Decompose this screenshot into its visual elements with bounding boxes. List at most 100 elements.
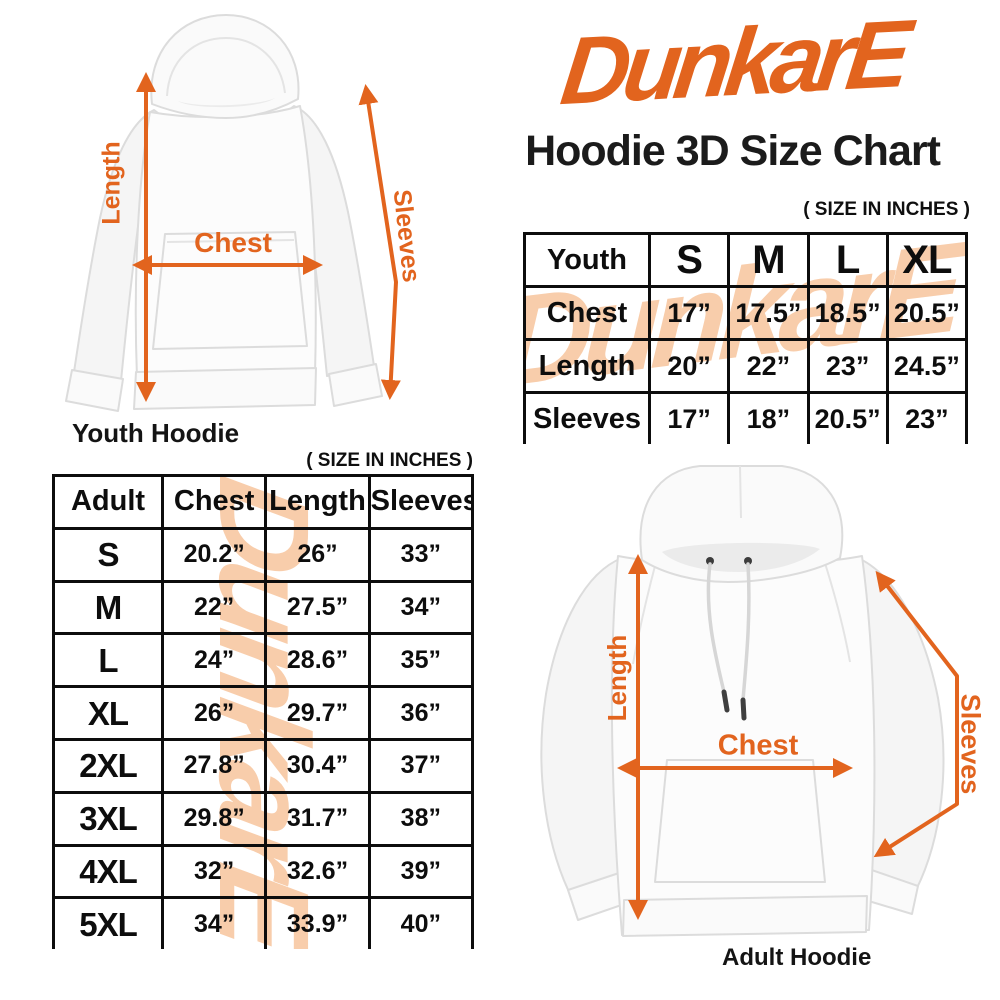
table-cell: 37” bbox=[367, 737, 474, 794]
youth-sleeves-arrow bbox=[358, 84, 401, 400]
table-cell: 17.5” bbox=[727, 285, 810, 341]
youth-pocket-seam bbox=[166, 239, 295, 243]
page-title: Hoodie 3D Size Chart bbox=[525, 127, 941, 175]
table-row: S 20.2” 26” 33” bbox=[52, 526, 474, 583]
table-cell: 39” bbox=[367, 843, 474, 900]
table-row: 4XL 32” 32.6” 39” bbox=[52, 843, 474, 900]
table-cell: 29.8” bbox=[160, 790, 268, 847]
table-row-label: 5XL bbox=[52, 896, 164, 949]
youth-hem-band bbox=[133, 367, 317, 410]
table-row: 5XL 34” 33.9” 40” bbox=[52, 896, 474, 949]
youth-size-table: Youth S M L XL Chest 17” 17.5” 18.5” 20.5” Length 2… bbox=[523, 232, 968, 444]
youth-hood-inner-seam bbox=[166, 36, 286, 97]
table-cell: 34” bbox=[367, 579, 474, 636]
adult-left-drawstring bbox=[706, 562, 726, 694]
table-row: 3XL 29.8” 31.7” 38” bbox=[52, 790, 474, 847]
table-cell: 24” bbox=[160, 632, 268, 689]
table-cell: 36” bbox=[367, 685, 474, 741]
table-header-cell: Adult bbox=[52, 474, 164, 530]
youth-collar-shadow bbox=[178, 98, 275, 108]
table-row: 2XL 27.8” 30.4” 37” bbox=[52, 737, 474, 794]
table-cell: 33” bbox=[367, 526, 474, 583]
youth-figure-caption: Youth Hoodie bbox=[72, 418, 240, 448]
table-row-label: 2XL bbox=[52, 737, 164, 794]
adult-hem-band bbox=[622, 895, 868, 937]
adult-left-grommet bbox=[706, 557, 714, 565]
adult-sleeves-arrow bbox=[873, 570, 959, 858]
table-cell: 26” bbox=[264, 526, 371, 583]
table-cell: 20.2” bbox=[160, 526, 268, 583]
table-row: Sleeves 17” 18” 20.5” 23” bbox=[523, 391, 968, 444]
table-row: Length 20” 22” 23” 24.5” bbox=[523, 338, 968, 394]
table-cell: 33.9” bbox=[264, 896, 371, 949]
table-header-cell: Chest bbox=[160, 474, 268, 530]
table-cell: 31.7” bbox=[264, 790, 371, 847]
table-cell: 32” bbox=[160, 843, 268, 900]
adult-sleeves-label: Sleeves bbox=[955, 693, 986, 795]
table-cell: 22” bbox=[727, 338, 810, 394]
table-row-label: M bbox=[52, 579, 164, 636]
adult-right-raglan-seam bbox=[823, 559, 851, 663]
table-cell: 29.7” bbox=[264, 685, 371, 741]
table-cell: 22” bbox=[160, 579, 268, 636]
adult-pocket bbox=[654, 759, 826, 883]
table-cell: 32.6” bbox=[264, 843, 371, 900]
table-cell: 17” bbox=[647, 285, 731, 341]
table-cell: 20.5” bbox=[885, 285, 968, 341]
table-row-label: XL bbox=[52, 685, 164, 741]
table-header-cell: Length bbox=[264, 474, 371, 530]
table-header-cell: Sleeves bbox=[367, 474, 474, 530]
table-row-label: 3XL bbox=[52, 790, 164, 847]
adult-hood-seam bbox=[739, 465, 742, 519]
table-row: XL 26” 29.7” 36” bbox=[52, 685, 474, 741]
table-row-label: 4XL bbox=[52, 843, 164, 900]
table-header-cell: XL bbox=[885, 232, 968, 288]
table-row: Chest 17” 17.5” 18.5” 20.5” bbox=[523, 285, 968, 341]
table-cell: 26” bbox=[160, 685, 268, 741]
table-cell: 17” bbox=[647, 391, 731, 444]
table-cell: 20.5” bbox=[806, 391, 889, 444]
youth-length-label: Length bbox=[97, 141, 126, 225]
table-cell: 18” bbox=[727, 391, 810, 444]
table-header-cell: Youth bbox=[523, 232, 651, 288]
adult-right-drawstring bbox=[741, 562, 751, 702]
adult-size-table: Adult Chest Length Sleeves S 20.2” 26” 33” M 22” 2… bbox=[52, 474, 474, 949]
adult-length-label: Length bbox=[602, 634, 632, 722]
table-cell: 28.6” bbox=[264, 632, 371, 689]
adult-figure-caption: Adult Hoodie bbox=[722, 944, 872, 971]
table-cell: 30.4” bbox=[264, 737, 371, 794]
adult-right-grommet bbox=[744, 557, 752, 565]
youth-hood bbox=[150, 14, 300, 119]
table-row-label: S bbox=[52, 526, 164, 583]
table-cell: 23” bbox=[806, 338, 889, 394]
table-cell: 27.8” bbox=[160, 737, 268, 794]
table-cell: 40” bbox=[367, 896, 474, 949]
table-cell: 24.5” bbox=[885, 338, 968, 394]
table-cell: 23” bbox=[885, 391, 968, 444]
youth-hoodie-illustration bbox=[65, 14, 383, 412]
table-row-label: Chest bbox=[523, 285, 651, 341]
adult-size-table-container: DunkarE Adult Chest Length Sleeves S 20.2” 26”… bbox=[52, 474, 474, 949]
table-row: L 24” 28.6” 35” bbox=[52, 632, 474, 689]
adult-chest-label: Chest bbox=[717, 729, 799, 762]
table-header-cell: M bbox=[727, 232, 810, 288]
table-header-row: Adult Chest Length Sleeves bbox=[52, 474, 474, 530]
table-row-label: L bbox=[52, 632, 164, 689]
adult-size-units-note: ( SIZE IN INCHES ) bbox=[306, 450, 473, 471]
table-row-label: Sleeves bbox=[523, 391, 651, 444]
table-cell: 35” bbox=[367, 632, 474, 689]
table-cell: 18.5” bbox=[806, 285, 889, 341]
youth-left-cuff bbox=[65, 369, 124, 412]
table-row-label: Length bbox=[523, 338, 651, 394]
table-header-row: Youth S M L XL bbox=[523, 232, 968, 288]
adult-right-aglet bbox=[740, 697, 747, 721]
table-cell: 34” bbox=[160, 896, 268, 949]
table-cell: 20” bbox=[647, 338, 731, 394]
table-cell: 38” bbox=[367, 790, 474, 847]
adult-collar-shadow bbox=[662, 542, 820, 572]
table-header-cell: L bbox=[806, 232, 889, 288]
adult-left-aglet bbox=[721, 689, 730, 713]
table-row: M 22” 27.5” 34” bbox=[52, 579, 474, 636]
youth-size-table-container: DunkarE Youth S M L XL Chest 17” 17.5” 18.5” 20.5… bbox=[523, 232, 968, 444]
